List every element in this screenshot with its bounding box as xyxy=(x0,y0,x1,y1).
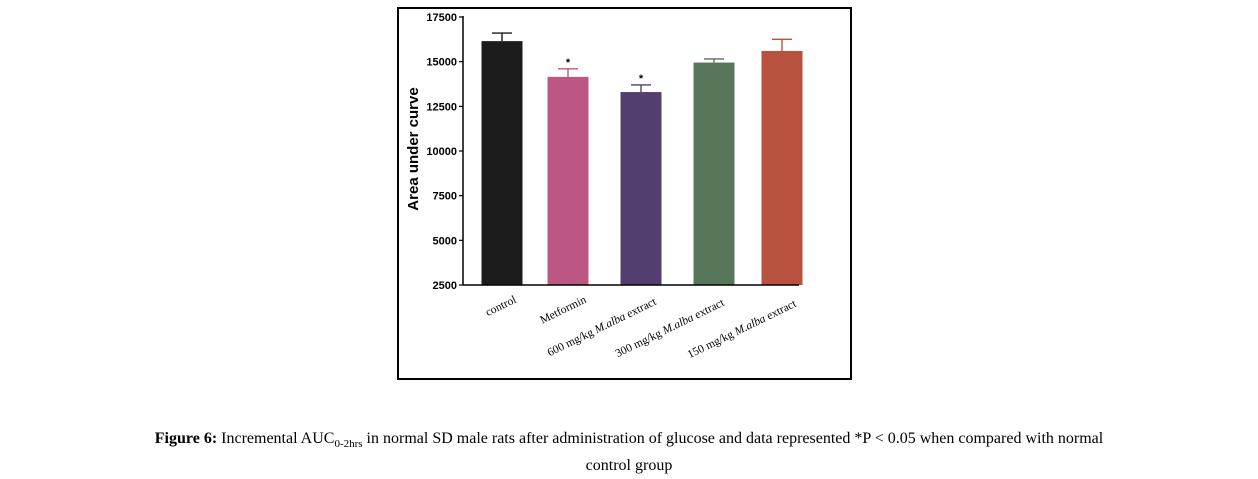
caption-text-after: in normal SD male rats after administrat… xyxy=(362,430,1104,447)
caption-subscript: 0-2hrs xyxy=(334,438,363,451)
significance-marker: * xyxy=(566,57,571,69)
bar xyxy=(761,50,803,285)
y-tick-label: 5000 xyxy=(433,235,457,247)
y-tick-label: 17500 xyxy=(426,12,457,24)
bar-chart: Area under curve * * 2500 5000 7500 10000 125… xyxy=(405,12,803,361)
figure-frame: Area under curve * * 2500 5000 7500 10000 125… xyxy=(397,7,852,380)
caption-text-before: Incremental AUC xyxy=(217,430,335,447)
bar xyxy=(693,62,735,286)
y-tick-label: 7500 xyxy=(433,191,457,203)
y-axis-label: Area under curve xyxy=(405,87,422,210)
y-tick-label: 10000 xyxy=(426,146,457,158)
significance-marker: * xyxy=(639,73,644,85)
category-label: Metformin xyxy=(538,294,588,327)
caption-label: Figure 6: xyxy=(154,430,218,447)
category-label: control xyxy=(484,294,519,319)
figure-caption: Figure 6: Incremental AUC0-2hrs in norma… xyxy=(0,428,1258,477)
bar xyxy=(481,41,523,286)
caption-line-2: control group xyxy=(585,457,673,475)
bar xyxy=(547,76,589,285)
y-tick-label: 15000 xyxy=(426,57,457,69)
y-tick-label: 2500 xyxy=(433,280,457,292)
bar xyxy=(620,92,662,285)
y-tick-label: 12500 xyxy=(426,101,457,113)
